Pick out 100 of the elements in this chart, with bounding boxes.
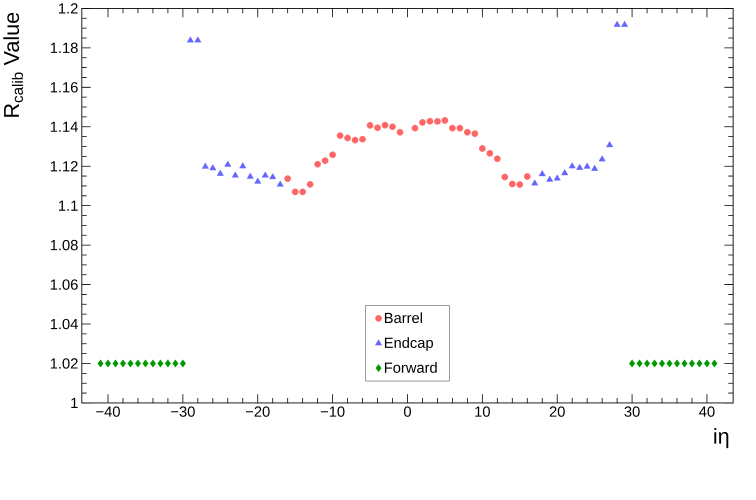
point (194, 36, 202, 43)
point (127, 360, 134, 368)
point (681, 360, 688, 368)
x-tick-label: 10 (475, 406, 490, 417)
y-tick-label: 1.1 (59, 200, 78, 211)
y-tick-label: 1.06 (50, 280, 78, 290)
point (374, 124, 381, 132)
point (382, 122, 388, 129)
point (164, 360, 171, 368)
point (209, 164, 216, 170)
y-tick-label: 1.14 (50, 122, 78, 132)
point (276, 180, 284, 187)
point (314, 161, 321, 168)
point (172, 360, 178, 368)
legend-label: Barrel (384, 312, 422, 324)
point (426, 118, 434, 125)
point (389, 124, 396, 130)
legend-label: Forward (384, 362, 437, 374)
point (224, 160, 232, 167)
y-tick-label: 1 (71, 398, 78, 408)
point (494, 156, 501, 162)
point (561, 169, 568, 176)
point (666, 360, 672, 368)
point (186, 36, 194, 43)
point (606, 141, 614, 148)
x-tick-label: 30 (624, 406, 640, 417)
y-tick-label: 1.12 (50, 161, 78, 172)
point (336, 132, 344, 140)
point (636, 360, 643, 368)
x-tick-label: −20 (246, 406, 270, 417)
point (202, 162, 209, 169)
point (591, 165, 598, 172)
point (112, 360, 118, 368)
point (688, 360, 695, 368)
point (449, 125, 456, 132)
legend-label: Endcap (384, 337, 433, 352)
y-tick-label: 1.18 (50, 42, 78, 54)
point (329, 152, 336, 158)
y-tick-label: 1.16 (50, 82, 78, 93)
point (479, 145, 486, 152)
point (359, 136, 366, 143)
point (216, 170, 224, 176)
point (472, 130, 478, 138)
point (232, 172, 239, 178)
point (674, 360, 680, 368)
x-tick-label: 40 (699, 406, 715, 417)
point (652, 360, 658, 368)
point (456, 125, 464, 132)
point (105, 360, 112, 368)
point (576, 164, 584, 170)
point (629, 360, 636, 368)
point (157, 360, 164, 368)
point (501, 174, 508, 181)
point (621, 21, 628, 28)
point (584, 162, 591, 169)
point (659, 360, 666, 368)
point (120, 360, 126, 368)
point (696, 360, 702, 368)
point (531, 180, 538, 186)
point (306, 181, 314, 188)
point (598, 156, 606, 162)
point (269, 173, 276, 180)
x-tick-label: 20 (550, 406, 565, 417)
point (486, 150, 494, 157)
point (246, 172, 254, 179)
point (704, 360, 710, 368)
x-tick-label: −30 (171, 406, 195, 417)
point (434, 118, 441, 125)
point (524, 173, 531, 180)
x-tick-label: 0 (404, 406, 411, 417)
y-tick-label: 1.02 (50, 358, 78, 369)
y-axis-title: R$_{calib}$ Value (3, 13, 23, 117)
y-tick-label: 1.04 (50, 319, 78, 330)
x-axis-title: iη (714, 428, 728, 448)
point (98, 360, 104, 368)
point (150, 360, 156, 368)
point (322, 158, 328, 164)
point (396, 129, 404, 136)
point (412, 125, 418, 132)
x-tick-label: −10 (320, 406, 344, 417)
point (538, 170, 546, 176)
point (299, 188, 306, 196)
point (292, 188, 299, 196)
point (134, 360, 141, 368)
point (180, 360, 186, 368)
point (546, 176, 554, 182)
point (419, 119, 426, 126)
point (352, 137, 358, 144)
y-tick-label: 1.08 (50, 240, 78, 251)
point (614, 21, 621, 28)
x-tick-label: −40 (96, 406, 120, 417)
point (554, 174, 561, 181)
point (142, 360, 148, 368)
point (239, 162, 246, 168)
point (464, 129, 471, 136)
point (644, 360, 650, 368)
point (516, 181, 524, 188)
point (262, 172, 269, 178)
point (442, 117, 448, 124)
point (254, 178, 262, 184)
